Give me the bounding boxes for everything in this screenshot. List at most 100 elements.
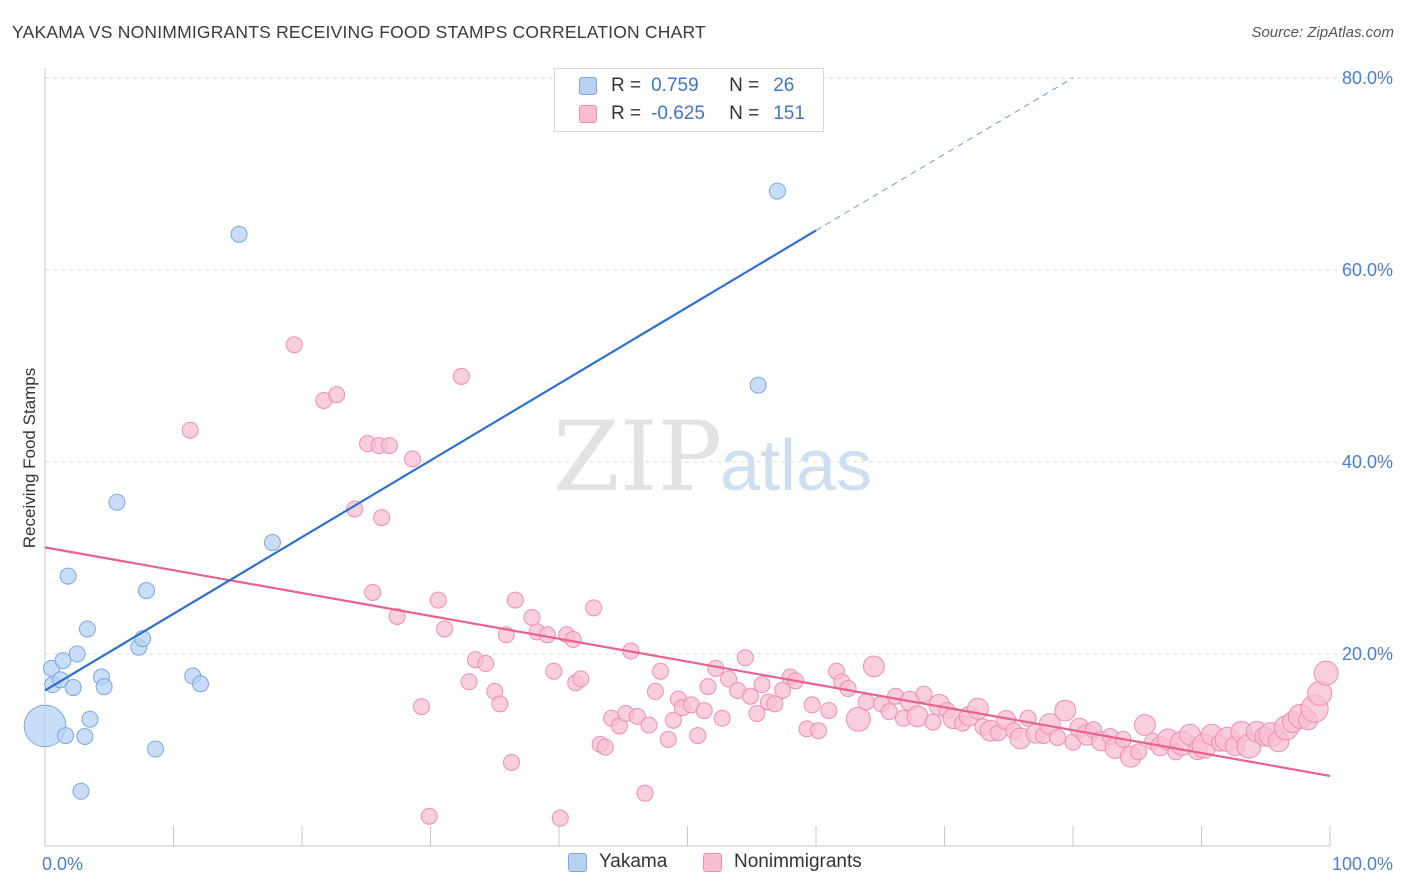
y-axis-title: Receiving Food Stamps <box>20 368 39 548</box>
x-tick-label: 100.0% <box>1332 854 1393 874</box>
data-point <box>1049 728 1067 746</box>
chart-title: YAKAMA VS NONIMMIGRANTS RECEIVING FOOD S… <box>12 22 706 42</box>
data-point <box>452 367 470 385</box>
data-point <box>23 704 67 748</box>
data-point <box>57 727 75 745</box>
data-point <box>364 583 382 601</box>
legend-r-value: -0.625 <box>651 103 705 124</box>
data-point <box>477 655 495 673</box>
trend-lines <box>44 77 1331 777</box>
data-point <box>59 567 77 585</box>
data-point <box>138 582 156 600</box>
legend-swatch-nonimmigrants <box>579 105 597 123</box>
data-point <box>545 662 563 680</box>
trend-extension-yakama <box>815 77 1074 231</box>
data-point <box>810 722 828 740</box>
data-point <box>95 678 113 696</box>
data-point <box>388 607 406 625</box>
data-point <box>720 670 738 688</box>
legend-swatch-yakama <box>568 852 587 872</box>
data-point <box>749 376 767 394</box>
data-point <box>967 697 989 720</box>
watermark: ZIP atlas <box>553 401 872 513</box>
data-point <box>664 711 682 729</box>
legend-item-nonimmigrants[interactable]: Nonimmigrants <box>703 851 862 873</box>
trend-line-yakama <box>44 229 817 692</box>
data-point <box>857 693 875 711</box>
data-point <box>551 809 569 827</box>
data-point <box>753 676 771 694</box>
data-point <box>285 336 303 354</box>
stats-legend: R = 0.759 N = 26 R = -0.625 N = 151 <box>554 68 824 132</box>
data-point <box>380 437 398 455</box>
data-point <box>766 695 784 713</box>
data-point <box>81 710 99 728</box>
data-point <box>54 652 72 670</box>
data-point <box>689 727 707 745</box>
data-point <box>628 707 646 725</box>
data-point <box>506 591 524 609</box>
data-point <box>862 655 885 678</box>
legend-item-yakama[interactable]: Yakama <box>568 851 667 873</box>
data-point <box>181 421 199 439</box>
data-point <box>1130 743 1148 761</box>
data-point <box>147 740 165 758</box>
data-point <box>695 702 713 720</box>
legend-r-label: R = <box>611 103 642 124</box>
data-point <box>404 450 422 468</box>
data-point <box>76 728 94 746</box>
data-point <box>328 386 346 404</box>
data-point <box>420 807 438 825</box>
data-point <box>596 738 614 756</box>
y-tick-label: 60.0% <box>1342 260 1393 280</box>
data-point <box>491 695 509 713</box>
trend-line-nonimmigrants <box>44 546 1331 777</box>
data-point <box>636 784 654 802</box>
legend-label-yakama: Yakama <box>599 851 668 872</box>
data-point <box>523 608 541 626</box>
data-point <box>820 702 838 720</box>
legend-label-nonimmigrants: Nonimmigrants <box>734 851 862 872</box>
data-point <box>502 753 520 771</box>
data-point <box>108 493 126 511</box>
data-point <box>774 681 792 699</box>
data-point <box>803 696 821 714</box>
data-point <box>230 225 248 243</box>
data-point <box>572 670 590 688</box>
legend-r-value: 0.759 <box>651 75 699 96</box>
legend-swatch-yakama <box>579 77 597 95</box>
axis-labels: 20.0% 40.0% 60.0% 80.0% 0.0% 100.0% Receiving … <box>20 68 1393 874</box>
legend-n-label: N = <box>729 75 760 96</box>
data-point <box>436 620 454 638</box>
series-yakama <box>23 182 786 800</box>
grid-lines <box>45 77 1392 655</box>
watermark-zip: ZIP <box>553 401 722 513</box>
data-point <box>373 509 391 527</box>
series-nonimmigrants <box>181 336 1339 827</box>
data-point <box>924 713 942 731</box>
legend-row-yakama: R = 0.759 N = 26 <box>579 73 794 99</box>
data-point <box>191 675 209 693</box>
data-point <box>845 706 871 732</box>
data-point <box>346 500 364 518</box>
data-point <box>640 716 658 734</box>
legend-swatch-nonimmigrants <box>703 852 722 872</box>
data-point <box>646 682 664 700</box>
watermark-atlas: atlas <box>720 426 872 506</box>
data-point <box>880 703 898 721</box>
data-point <box>1134 714 1156 736</box>
data-point <box>263 534 281 552</box>
legend-row-nonimmigrants: R = -0.625 N = 151 <box>579 101 805 127</box>
y-tick-label: 40.0% <box>1342 452 1393 472</box>
legend-n-value: 26 <box>773 75 795 96</box>
x-tick-label: 0.0% <box>42 854 83 874</box>
data-point <box>585 599 603 617</box>
data-point <box>659 730 677 748</box>
data-point <box>915 685 933 703</box>
legend-r-label: R = <box>611 75 642 96</box>
source-note: Source: ZipAtlas.com <box>1251 24 1394 41</box>
data-point <box>413 698 431 716</box>
data-point <box>64 679 82 697</box>
data-point <box>652 662 670 680</box>
